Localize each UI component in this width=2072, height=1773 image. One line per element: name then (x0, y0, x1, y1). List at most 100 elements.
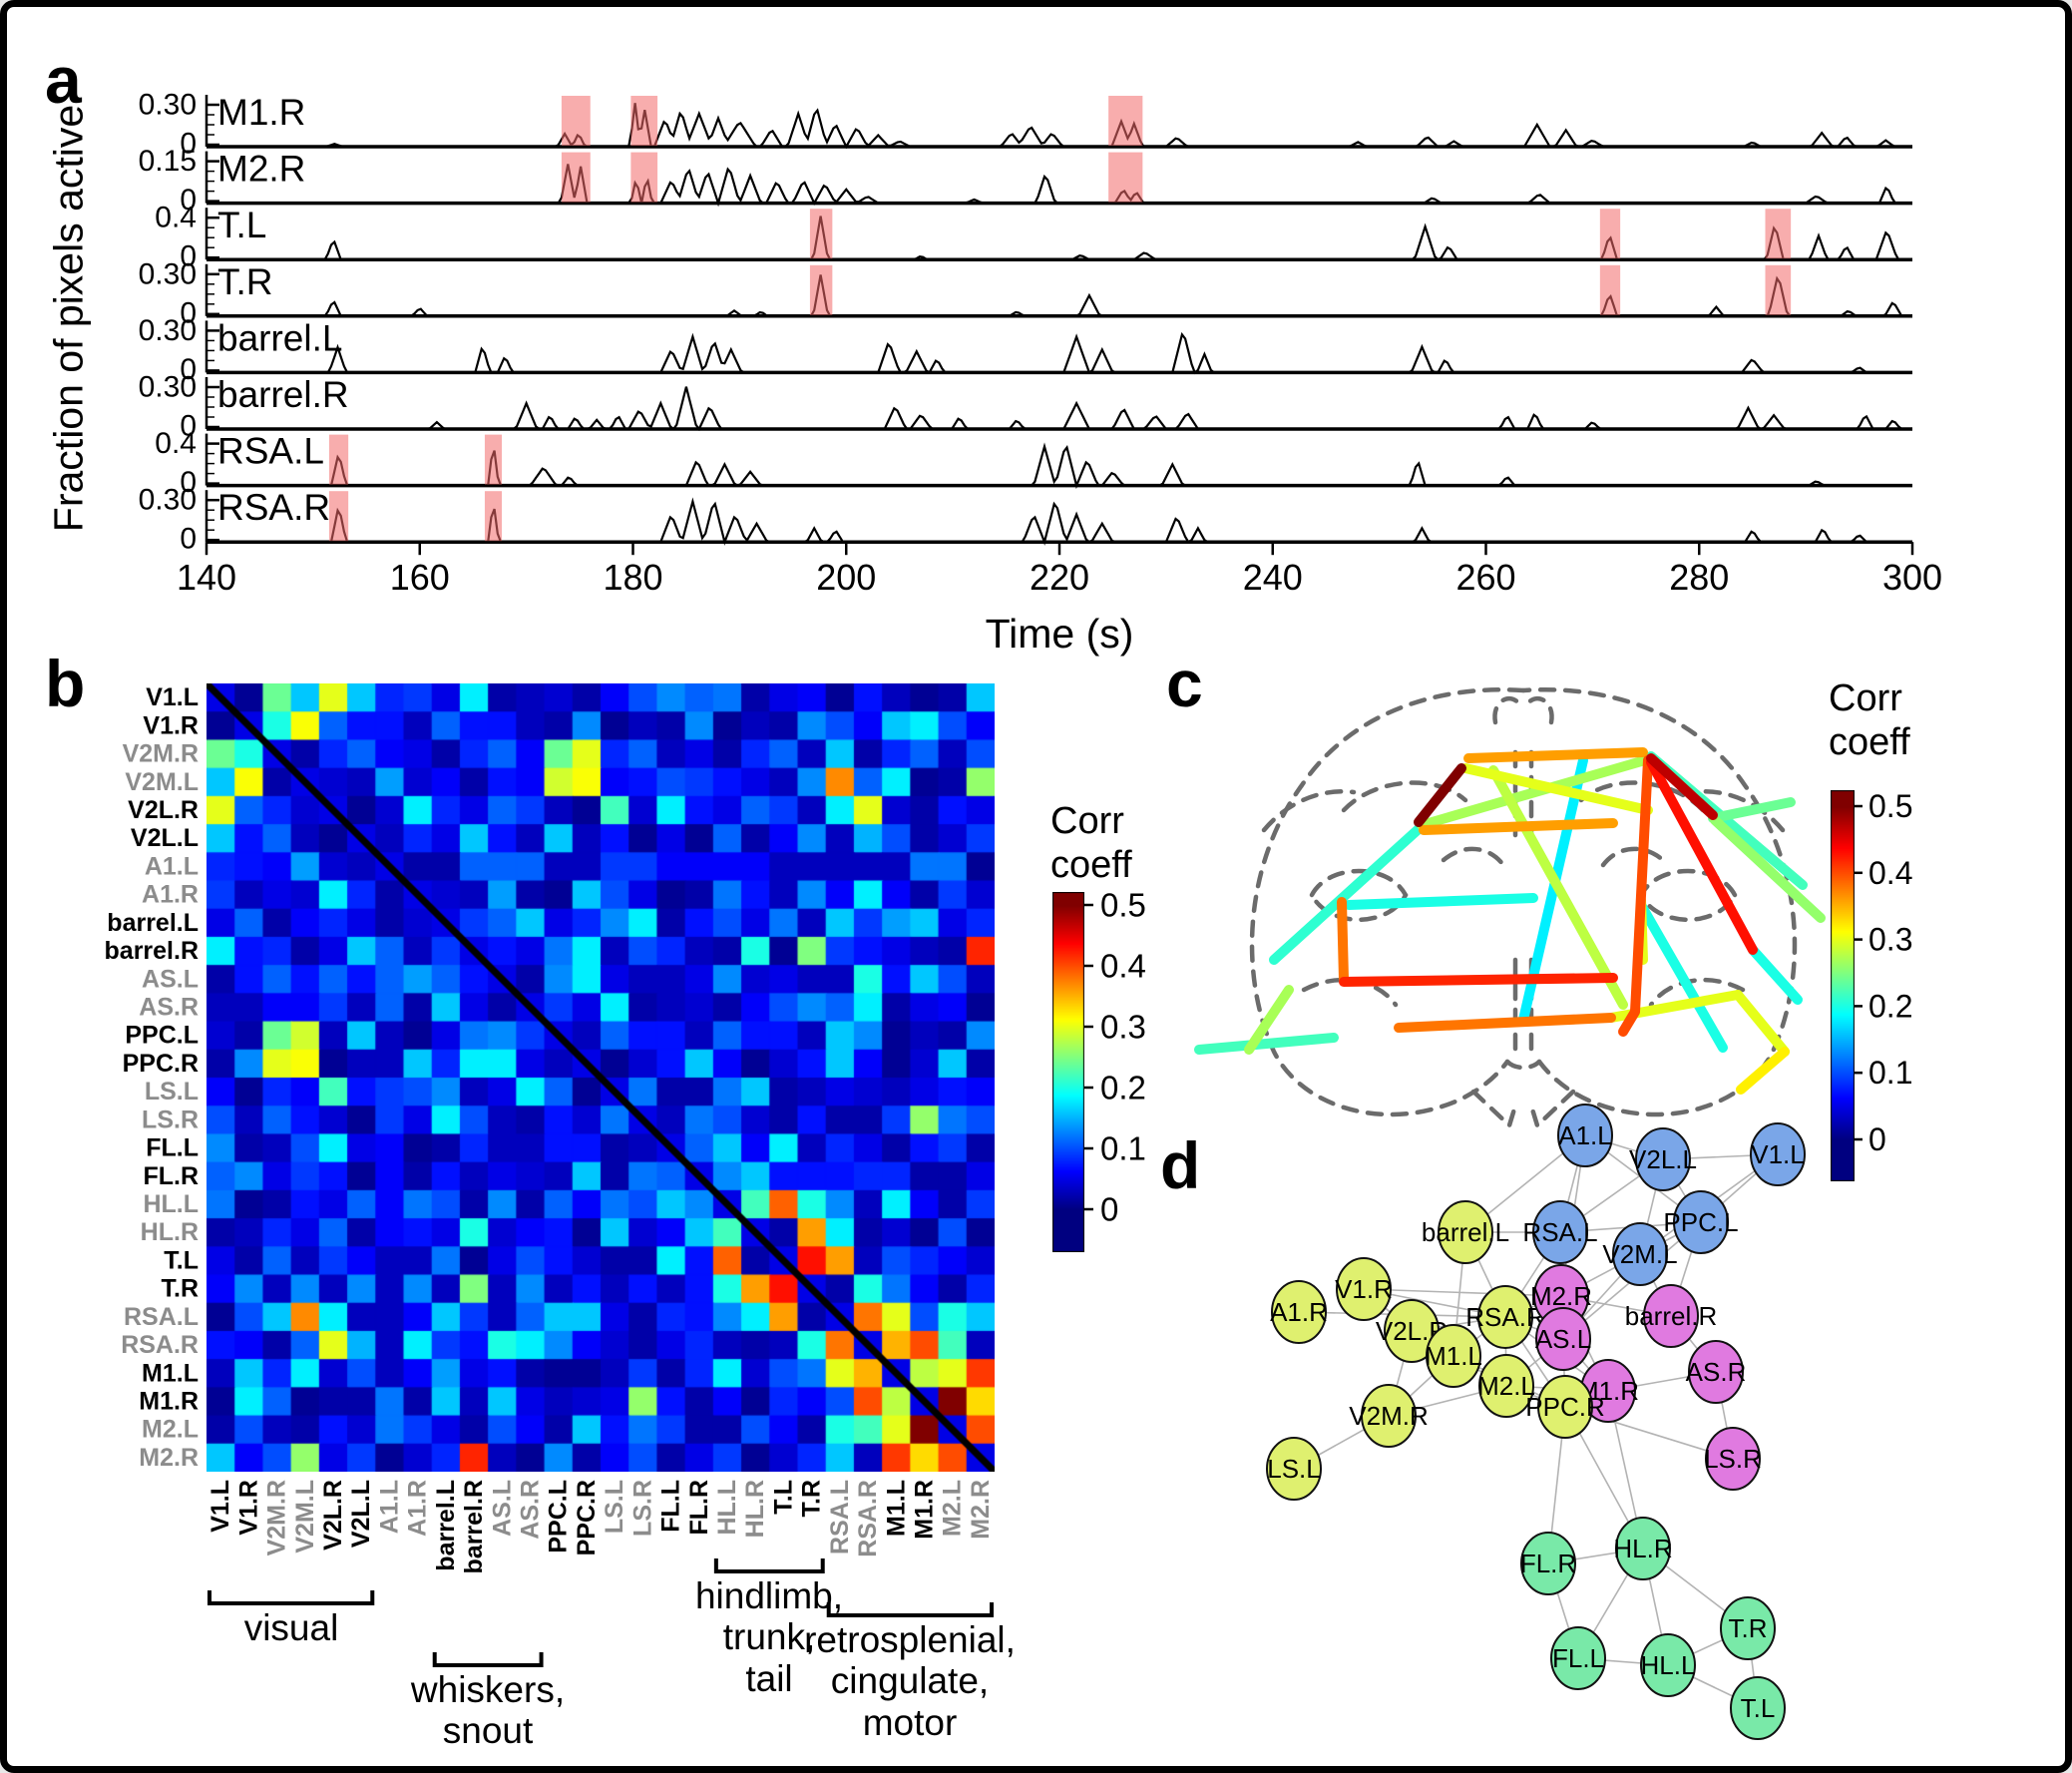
x-axis-label: Time (s) (985, 611, 1134, 657)
panel-d-letter: d (1160, 1128, 1201, 1202)
y-tick-label: 0 (180, 466, 197, 499)
connectivity-edge (1708, 797, 1796, 823)
col-label: M1.R (910, 1480, 938, 1540)
connectivity-edge (1736, 1047, 1790, 1095)
brain-outline (1492, 695, 1524, 725)
connectivity-edge (1733, 990, 1790, 1057)
highlight-band (328, 491, 349, 542)
activity-trace (207, 103, 1911, 150)
highlight-band (484, 491, 503, 542)
col-label: V2L.L (347, 1480, 375, 1548)
row-label: barrel.R (105, 937, 199, 965)
network-node (1705, 1427, 1761, 1491)
col-label-group: RSA.R (854, 1480, 882, 1557)
panel-b-letter: b (45, 647, 86, 720)
colorbar-c-title: Corr coeff (1829, 677, 1910, 764)
brain-outline (1441, 846, 1506, 868)
col-label-group: A1.L (375, 1480, 403, 1534)
panel-c-letter: c (1166, 647, 1203, 720)
network-node-label: PPC.L (1663, 1207, 1738, 1237)
network-node-label: A1.R (1270, 1297, 1328, 1327)
brain-outline (1470, 1089, 1519, 1130)
col-label: barrel.L (432, 1480, 460, 1571)
row-label: V1.R (143, 711, 199, 739)
row-label: M1.L (142, 1359, 199, 1387)
network-node-label: M2.L (1477, 1371, 1535, 1401)
connectivity-edge (1618, 1007, 1640, 1037)
colorbar-c (1831, 790, 1855, 1181)
highlight-band (561, 96, 591, 146)
network-node-label: LS.L (1267, 1454, 1321, 1484)
network-node-label: PPC.R (1525, 1392, 1604, 1422)
connectivity-edge (1344, 893, 1538, 910)
col-label-group: V2M.R (263, 1480, 291, 1555)
col-label: barrel.R (460, 1480, 488, 1573)
brain-outline (1261, 789, 1357, 833)
network-node-label: V2L.L (1629, 1144, 1697, 1174)
group-label-visual: visual (243, 1607, 339, 1648)
colorbar-tick-label: 0.4 (1868, 855, 1912, 891)
activity-trace (207, 274, 1911, 317)
highlight-band (1599, 209, 1621, 259)
group-label-retrosplenial-cingulate-motor: retrosplenial, cingulate, motor (804, 1619, 1016, 1743)
y-tick-label: 0 (180, 184, 197, 217)
y-tick-label: 0.30 (139, 314, 197, 347)
correlation-heatmap (207, 683, 995, 1472)
network-node-label: AS.L (1535, 1324, 1591, 1354)
col-label: LS.L (601, 1480, 628, 1534)
col-label-group: T.L (769, 1480, 797, 1515)
col-label-group: V2M.L (291, 1480, 319, 1553)
trace-label: RSA.L (217, 431, 324, 472)
brain-outline (1341, 780, 1468, 813)
highlight-band (1765, 209, 1792, 259)
connectivity-edge (1636, 900, 1728, 1053)
brain-outline (1600, 846, 1666, 868)
network-node (1478, 1354, 1534, 1418)
col-label-group: M1.L (882, 1480, 910, 1537)
trace-label: M2.R (217, 149, 305, 190)
activity-trace (207, 216, 1911, 261)
network-node-label: HL.L (1641, 1650, 1696, 1680)
col-label: FL.R (685, 1480, 713, 1536)
connectivity-edge (1710, 815, 1826, 923)
y-tick-label: 0 (180, 410, 197, 443)
network-node (1615, 1517, 1671, 1580)
highlight-band (484, 434, 503, 485)
activity-trace (207, 497, 1911, 546)
col-label-group: HL.R (741, 1480, 769, 1538)
col-label-group: barrel.L (432, 1480, 460, 1571)
activity-trace (207, 386, 1911, 432)
trace-label: T.L (217, 205, 266, 245)
network-node-label: M2.R (1530, 1281, 1592, 1311)
activity-trace (207, 164, 1911, 208)
colorbar-b-title: Corr coeff (1050, 800, 1132, 887)
network-node (1336, 1257, 1392, 1321)
row-label: RSA.R (121, 1331, 199, 1359)
x-tick-label: 140 (177, 557, 236, 598)
y-tick-label: 0 (180, 296, 197, 329)
group-bracket (207, 1590, 375, 1605)
row-label: AS.L (142, 965, 199, 993)
network-node-label: T.R (1729, 1613, 1768, 1643)
col-label-group: M1.R (910, 1480, 938, 1540)
group-label-hindlimb-trunk-tail: hindlimb, trunk, tail (694, 1575, 844, 1699)
colorbar-b-title-line2: coeff (1050, 843, 1132, 886)
network-node (1532, 1200, 1588, 1264)
y-tick-label: 0 (180, 353, 197, 386)
highlight-band (1599, 264, 1621, 315)
col-label-group: V1.L (207, 1480, 234, 1533)
network-node (1535, 1307, 1591, 1371)
col-label-group: A1.R (404, 1480, 432, 1537)
brain-outline (1690, 789, 1786, 833)
brain-outline (1309, 868, 1409, 922)
col-label-group: PPC.R (573, 1480, 601, 1555)
connectivity-edge (1339, 973, 1618, 987)
brain-outline (1648, 977, 1746, 1008)
col-label-group: FL.R (685, 1480, 713, 1536)
network-node-label: HL.R (1613, 1534, 1672, 1563)
col-label: A1.R (404, 1480, 432, 1537)
brain-outline (1522, 695, 1554, 725)
x-tick-label: 260 (1455, 557, 1515, 598)
